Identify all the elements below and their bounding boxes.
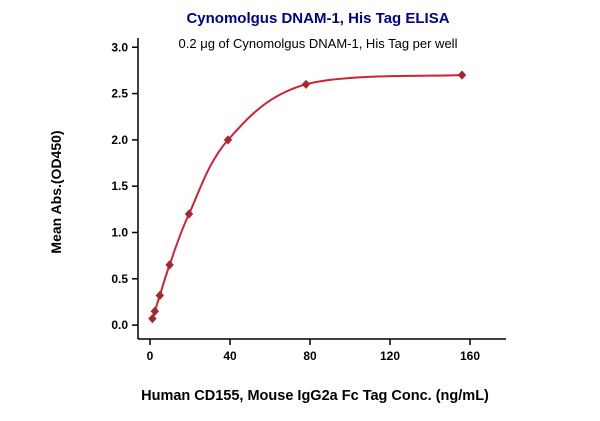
x-tick-label: 0 <box>147 349 154 363</box>
y-tick-label: 1.0 <box>111 225 128 239</box>
chart-title: Cynomolgus DNAM-1, His Tag ELISA <box>186 10 450 27</box>
y-tick-label: 0.5 <box>111 272 128 286</box>
x-tick-label: 160 <box>460 349 480 363</box>
y-tick-label: 2.5 <box>111 87 128 101</box>
fit-curve <box>151 74 463 319</box>
x-axis-label: Human CD155, Mouse IgG2a Fc Tag Conc. (n… <box>141 388 489 404</box>
y-tick-label: 0.0 <box>111 318 128 332</box>
y-tick-label: 2.0 <box>111 133 128 147</box>
data-point-marker <box>301 79 311 89</box>
data-point-marker <box>457 70 467 80</box>
data-point-marker <box>150 306 159 316</box>
data-point-marker <box>148 314 157 324</box>
data-point-marker <box>223 135 233 145</box>
y-axis-label: Mean Abs.(OD450) <box>48 130 64 254</box>
x-tick-label: 120 <box>380 349 400 363</box>
data-point-marker <box>155 290 164 301</box>
chart-subtitle: 0.2 μg of Cynomolgus DNAM-1, His Tag per… <box>178 36 458 51</box>
data-point-marker <box>165 260 174 270</box>
data-point-marker <box>184 209 194 219</box>
y-tick-label: 1.5 <box>111 179 128 193</box>
y-tick-label: 3.0 <box>111 40 128 54</box>
x-tick-label: 80 <box>303 349 317 363</box>
x-tick-label: 40 <box>223 349 237 363</box>
